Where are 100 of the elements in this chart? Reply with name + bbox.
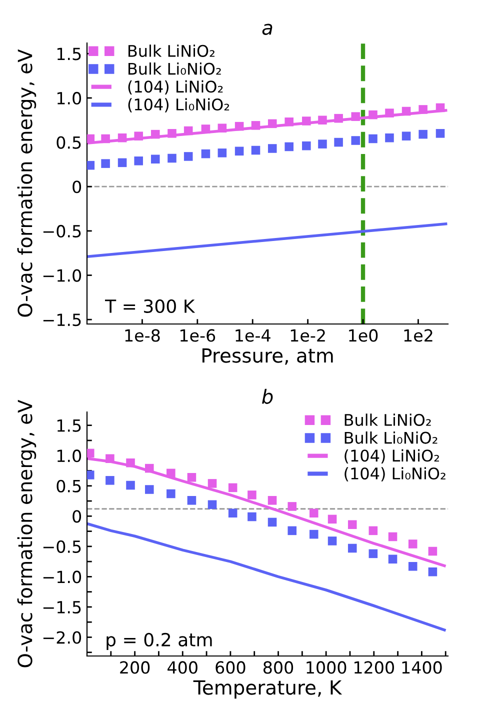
x-tick-label: 200	[120, 661, 150, 674]
point	[288, 502, 297, 511]
point	[402, 106, 411, 116]
point	[348, 520, 357, 530]
point	[150, 130, 160, 139]
y-tick-label: −0.5	[43, 224, 81, 238]
point	[348, 544, 357, 553]
point	[218, 148, 227, 158]
point	[187, 472, 196, 482]
point	[106, 476, 114, 485]
point	[201, 149, 210, 158]
point	[388, 554, 398, 564]
y-tick-label: −1.0	[43, 570, 82, 584]
point	[302, 141, 311, 150]
point	[168, 154, 176, 163]
y-tick-label: 1.0	[57, 450, 82, 462]
point	[268, 144, 277, 153]
x-tick-label: 1000	[306, 661, 346, 674]
point	[388, 532, 398, 542]
point	[318, 116, 327, 125]
x-tick-label: 1400	[402, 661, 442, 674]
point	[318, 140, 327, 148]
chart-title: a	[262, 24, 272, 35]
y-tick-label: −2.0	[43, 631, 82, 644]
y-tick-label: 1.0	[57, 92, 82, 105]
y-tick-label: 1.5	[57, 420, 81, 432]
point	[184, 126, 193, 136]
x-axis-title: Pressure, atm	[202, 348, 333, 365]
x-tick-label: 1e-4	[236, 329, 270, 342]
line-series	[87, 522, 446, 632]
legend-label: Bulk Li₀NiO₂	[128, 62, 221, 75]
legend-label: (104) LiNiO₂	[128, 80, 223, 95]
point	[284, 118, 294, 126]
point	[368, 526, 378, 536]
point	[385, 108, 394, 118]
point	[418, 105, 428, 114]
x-tick-label: 1200	[354, 661, 394, 674]
legend-label: (104) LiNiO₂	[344, 449, 439, 464]
point	[150, 154, 160, 164]
point	[166, 489, 176, 498]
point	[145, 485, 154, 494]
point	[234, 146, 244, 156]
point	[385, 133, 394, 142]
point	[208, 500, 217, 510]
point	[268, 496, 277, 505]
y-tick-label: −0.5	[43, 540, 81, 553]
point	[368, 549, 378, 558]
y-tick-label: 0	[72, 510, 82, 523]
point	[126, 480, 135, 490]
y-tick-label: 1.5	[57, 48, 81, 60]
y-tick-label: 0.5	[56, 136, 81, 149]
x-tick-label: 1e-6	[180, 329, 216, 342]
point	[126, 458, 135, 468]
point	[228, 483, 238, 492]
point	[309, 508, 318, 518]
point	[118, 158, 127, 168]
point	[402, 132, 411, 140]
point	[328, 514, 337, 524]
y-tick-label: −1.5	[43, 601, 81, 614]
point	[351, 112, 360, 121]
point	[101, 159, 110, 168]
legend-label: (104) Li₀NiO₂	[128, 98, 230, 112]
point	[248, 490, 256, 500]
point	[134, 156, 143, 166]
y-tick-label: −1.0	[43, 269, 82, 282]
x-tick-label: 1e-2	[290, 329, 325, 342]
point	[436, 129, 445, 138]
point	[309, 530, 318, 539]
point	[408, 540, 418, 548]
point	[184, 152, 193, 161]
point	[166, 468, 176, 478]
y-axis-title: O-vac formation energy, eV	[17, 49, 36, 317]
point	[408, 562, 418, 571]
point	[334, 114, 343, 123]
legend-label: Bulk LiNiO₂	[344, 414, 431, 426]
point	[302, 116, 311, 126]
point	[328, 536, 337, 546]
point	[101, 134, 110, 144]
point	[268, 518, 277, 527]
point	[288, 526, 297, 536]
point	[168, 129, 176, 138]
point	[201, 124, 210, 134]
point	[251, 146, 260, 155]
point	[134, 132, 143, 140]
point	[334, 138, 343, 147]
chart-title: b	[262, 388, 273, 404]
point	[208, 479, 217, 488]
annotation: T = 300 K	[104, 299, 196, 314]
point	[351, 136, 360, 145]
point	[284, 142, 294, 152]
point	[268, 119, 277, 128]
x-tick-label: 1e0	[349, 329, 378, 342]
point	[234, 122, 244, 131]
y-tick-label: 0.5	[56, 480, 81, 492]
point	[418, 130, 428, 139]
x-tick-label: 600	[216, 661, 246, 674]
point	[428, 546, 438, 556]
x-tick-label: 1e2	[404, 329, 432, 342]
point	[118, 133, 127, 142]
point	[218, 124, 227, 132]
